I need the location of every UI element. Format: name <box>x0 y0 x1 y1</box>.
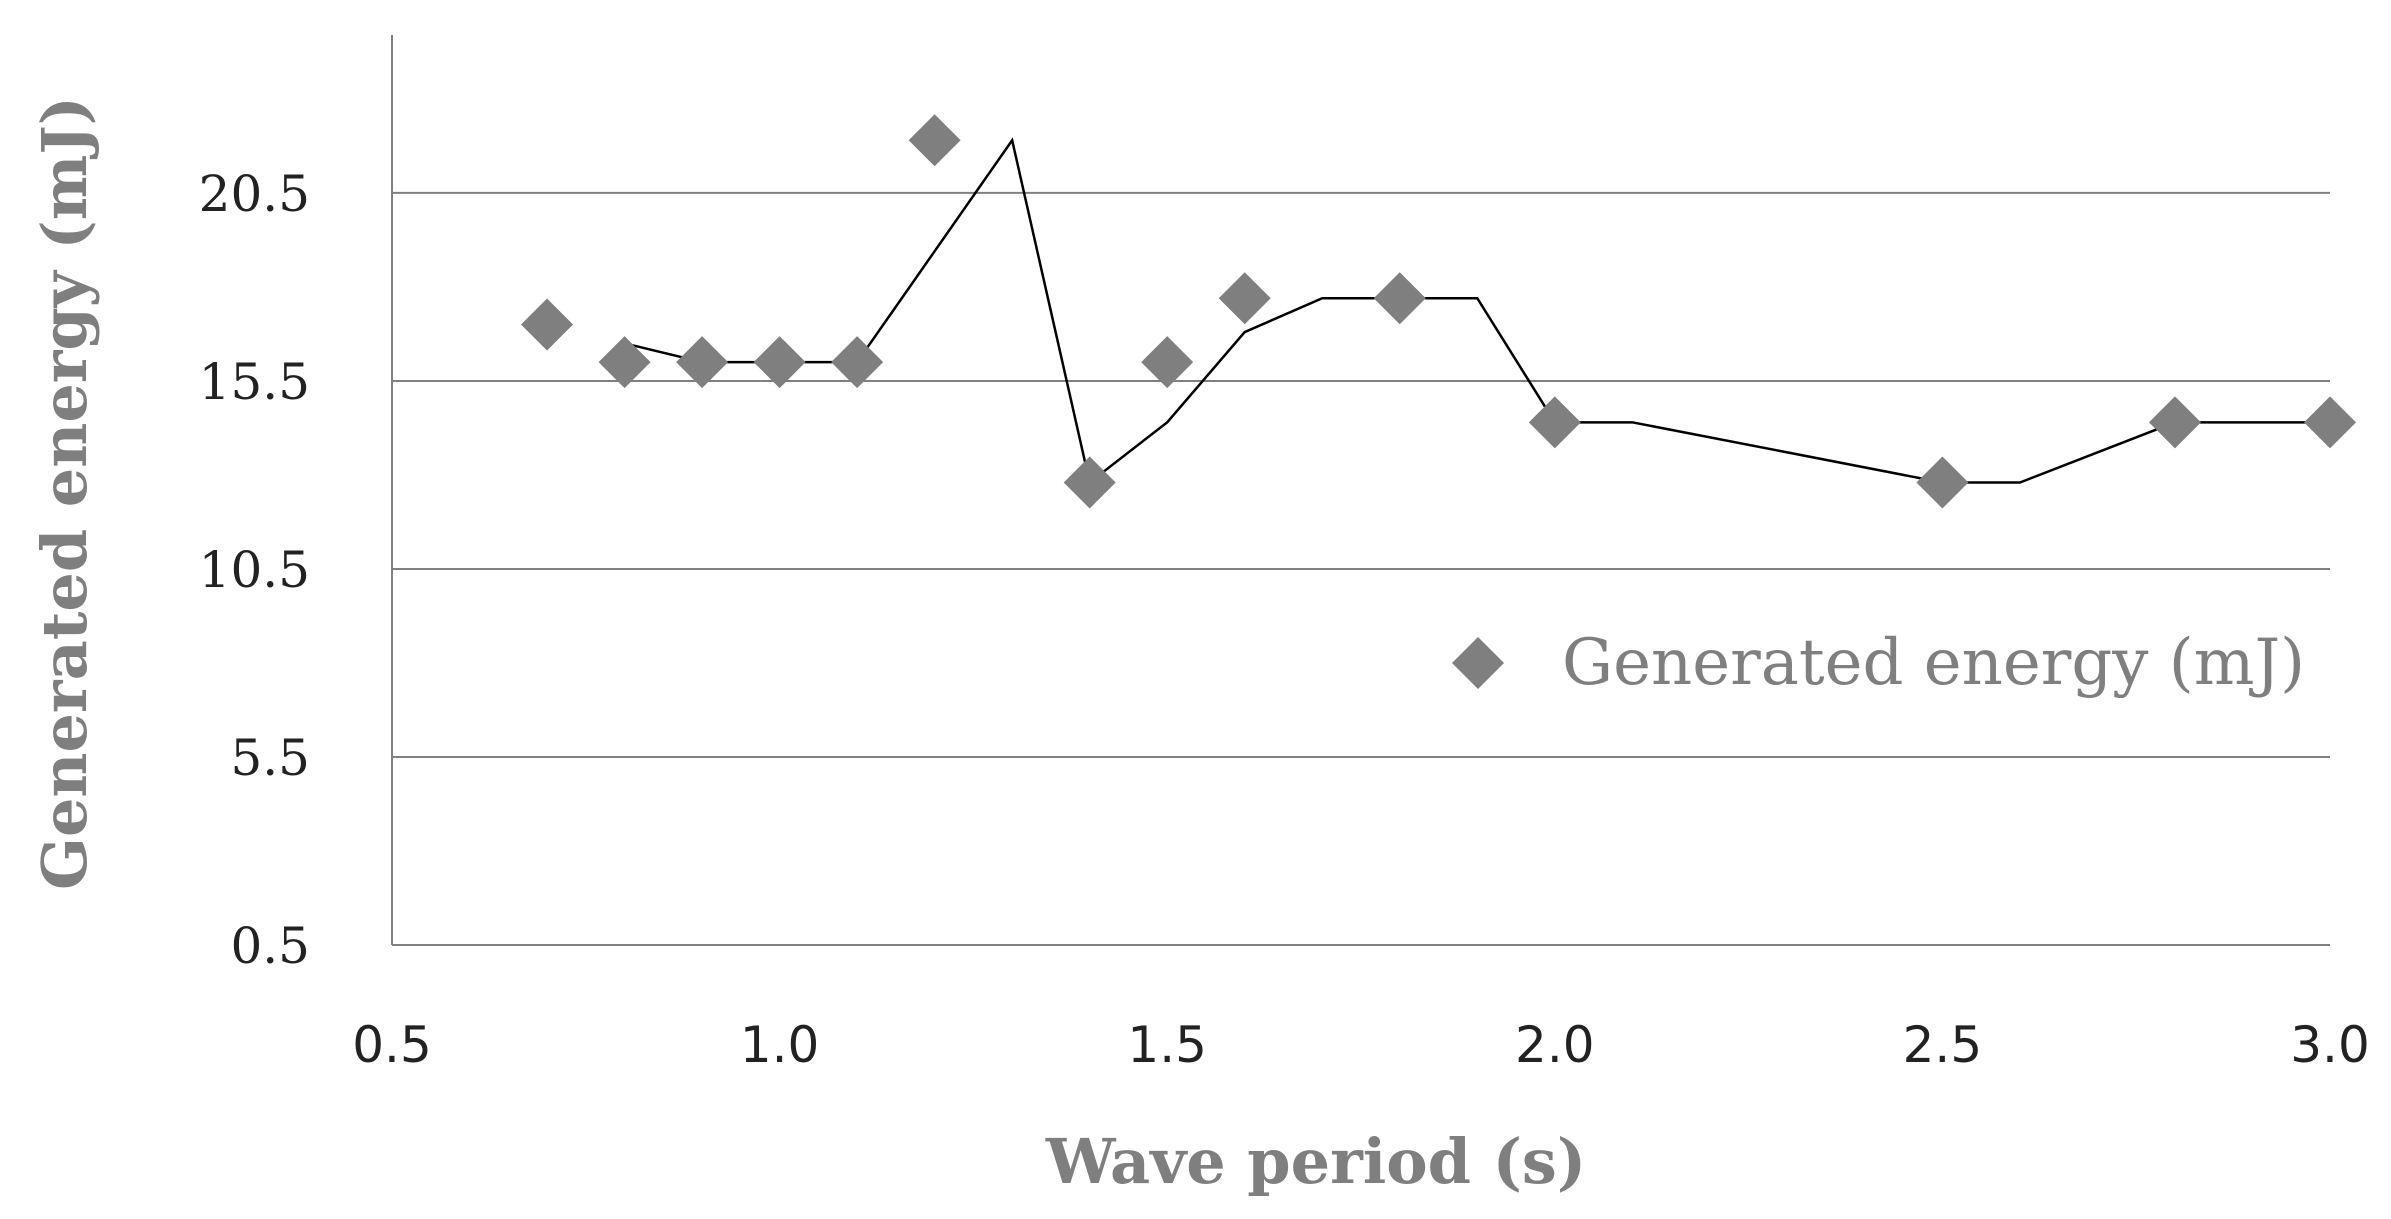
y-axis-title: Generated energy (mJ) <box>28 96 101 890</box>
x-tick-labels: 0.5 1.0 1.5 2.0 2.5 3.0 <box>352 1016 2370 1074</box>
data-point <box>1528 396 1581 449</box>
data-point <box>598 336 651 389</box>
legend: Generated energy (mJ) <box>1452 626 2305 700</box>
data-point <box>831 336 884 389</box>
y-tick-label: 10.5 <box>199 541 310 599</box>
data-point <box>1916 456 1969 509</box>
axes <box>391 35 2330 946</box>
x-axis-title: Wave period (s) <box>1045 1125 1586 1198</box>
data-point <box>2148 396 2201 449</box>
trendline-group <box>624 137 2330 485</box>
y-tick-label: 0.5 <box>230 917 310 975</box>
y-tick-label: 20.5 <box>199 165 310 223</box>
data-point <box>1141 336 1194 389</box>
x-tick-label: 3.0 <box>2290 1016 2370 1074</box>
data-point <box>1373 272 1426 325</box>
data-point <box>753 336 806 389</box>
x-tick-label: 2.0 <box>1515 1016 1595 1074</box>
legend-label: Generated energy (mJ) <box>1562 626 2305 700</box>
x-tick-label: 0.5 <box>352 1016 432 1074</box>
data-point <box>1218 272 1271 325</box>
legend-marker-diamond-icon <box>1452 637 1504 689</box>
data-point <box>676 336 729 389</box>
y-tick-labels: 0.5 5.5 10.5 15.5 20.5 <box>199 165 310 975</box>
y-tick-label: 15.5 <box>199 353 310 411</box>
x-tick-label: 2.5 <box>1903 1016 1983 1074</box>
gridlines <box>392 191 2330 758</box>
data-point <box>1063 456 1116 509</box>
data-points <box>521 114 2356 509</box>
y-tick-label: 5.5 <box>230 729 310 787</box>
data-point <box>521 298 574 351</box>
data-point <box>2304 396 2356 449</box>
x-tick-label: 1.5 <box>1127 1016 1207 1074</box>
data-point <box>908 114 961 167</box>
trendline <box>624 137 2330 485</box>
x-tick-label: 1.0 <box>740 1016 820 1074</box>
